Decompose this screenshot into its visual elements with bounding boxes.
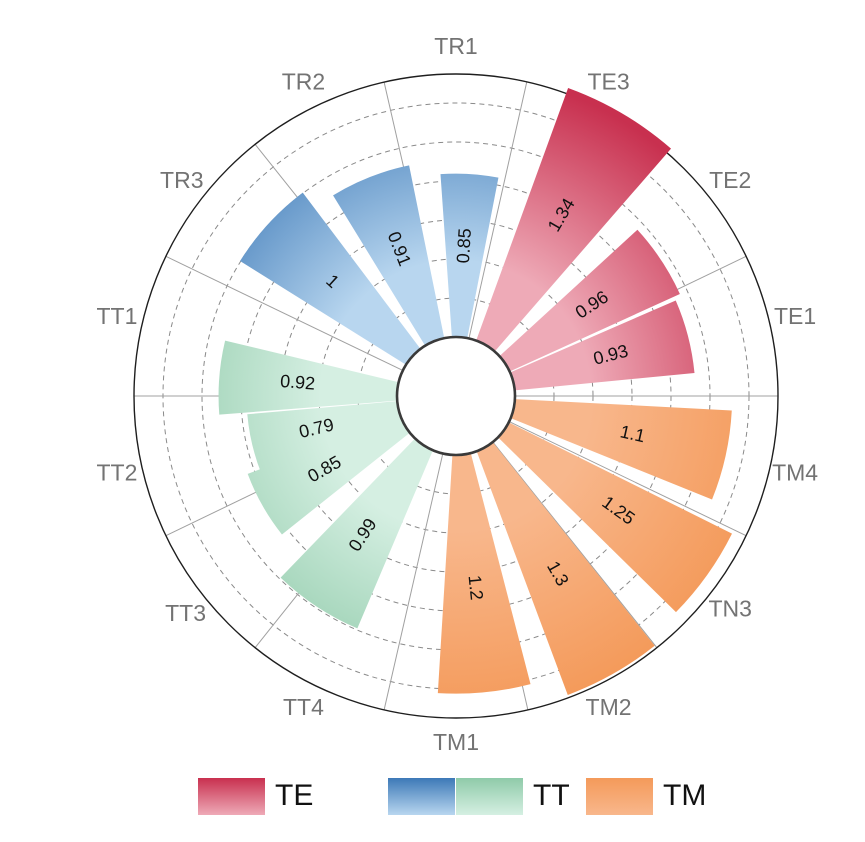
category-label-tr2: TR2 (282, 68, 325, 94)
bar-group-tm1: 1.2 (437, 453, 531, 694)
category-label-te2: TE2 (709, 167, 751, 193)
bar-group-tt2: 0.79 (247, 401, 402, 475)
value-label-tr1: 0.85 (453, 228, 475, 264)
radial-grid-spoke-8 (383, 453, 444, 710)
legend-item-tt: TT (456, 778, 570, 815)
bar-tn3 (498, 422, 732, 613)
value-label-tt1: 0.92 (279, 371, 316, 394)
category-label-tm1: TM1 (433, 729, 479, 755)
legend-item-te: TE (198, 778, 313, 815)
category-label-tt2: TT2 (96, 459, 137, 485)
bar-layer: 0.851.340.960.931.11.251.31.20.990.850.7… (218, 88, 732, 695)
bar-tm2 (476, 442, 655, 695)
bar-group-tm4: 1.1 (510, 399, 732, 500)
category-label-te3: TE3 (587, 68, 629, 94)
category-label-tr3: TR3 (160, 167, 203, 193)
legend-label-te: TE (275, 779, 313, 812)
bar-tt4 (280, 438, 433, 629)
bar-tm4 (510, 399, 732, 500)
legend-item-tm: TM (586, 778, 706, 815)
radial-grid-spoke-5 (508, 421, 747, 537)
bar-tr2 (333, 165, 445, 346)
bar-tr1 (440, 173, 499, 339)
bar-te2 (499, 229, 680, 372)
category-label-tn3: TN3 (709, 595, 752, 621)
bar-tt3 (247, 416, 410, 535)
legend-swatch-tr (388, 778, 455, 815)
legend-swatch-te (198, 778, 265, 815)
category-label-tt1: TT1 (96, 303, 137, 329)
bar-group-tm2: 1.3 (476, 442, 655, 695)
legend-swatch-tt (456, 778, 523, 815)
bar-group-tt1: 0.92 (218, 340, 399, 415)
radial-grid-spoke-1 (468, 81, 528, 339)
legend-swatch-tm (586, 778, 653, 815)
legend-label-tt: TT (533, 779, 570, 812)
radial-grid-spoke-12 (165, 255, 404, 371)
category-label-tt3: TT3 (165, 600, 206, 626)
bar-group-tt4: 0.99 (280, 438, 433, 629)
bar-group-te2: 0.96 (499, 229, 680, 372)
center-hole (395, 335, 517, 457)
category-label-tm2: TM2 (586, 694, 632, 720)
bar-tt1 (218, 340, 399, 415)
category-label-tt4: TT4 (283, 694, 324, 720)
bar-group-tr1: 0.85 (440, 173, 499, 339)
category-label-tm4: TM4 (772, 459, 818, 485)
legend: TETRTTTM (198, 778, 706, 815)
bar-te1 (510, 300, 695, 391)
bar-tr3 (240, 192, 421, 365)
bar-group-tn3: 1.25 (498, 422, 732, 613)
bar-group-tr3: 1 (240, 192, 421, 365)
axis-layer: TR1 TE3 TE2 TE1 TM4 TN3 TM2 TM1 TT4 TT3 TT2 TT1 TR3 T… (96, 33, 818, 755)
bar-group-tr2: 0.91 (333, 165, 445, 346)
bar-tm1 (437, 453, 531, 694)
outer-axis-circle (133, 73, 779, 719)
bar-group-tt3: 0.85 (247, 416, 410, 535)
value-label-tm1: 1.2 (465, 574, 487, 601)
category-label-te1: TE1 (774, 303, 816, 329)
radial-grid-spoke-6 (492, 441, 658, 648)
legend-label-tm: TM (663, 779, 706, 812)
bar-te3 (476, 88, 672, 352)
bar-tt2 (247, 401, 402, 475)
bar-group-te3: 1.34 (476, 88, 672, 352)
category-label-tr1: TR1 (434, 33, 477, 59)
bar-group-te1: 0.93 (510, 300, 695, 391)
